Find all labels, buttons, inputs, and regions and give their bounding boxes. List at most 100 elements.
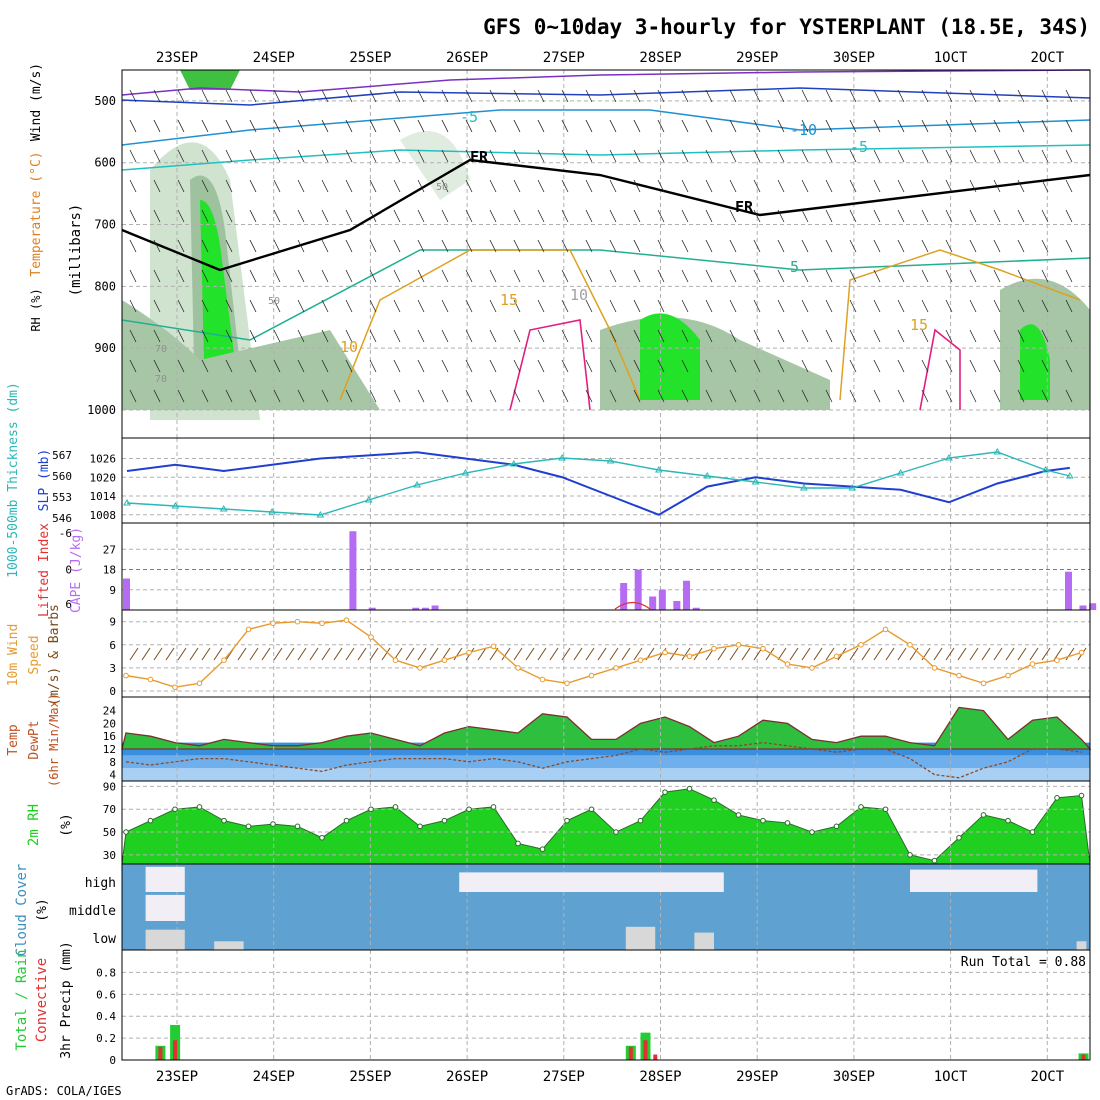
rh-shading <box>122 300 380 410</box>
wind-barb <box>201 329 209 343</box>
wind-barb <box>369 239 377 253</box>
cape-tick-label: 27 <box>103 543 116 556</box>
wind-barb <box>537 149 545 163</box>
contour-label: FR <box>470 148 489 166</box>
wind-barb <box>513 149 521 163</box>
wind-barb <box>225 179 233 193</box>
wind-barb <box>345 179 353 193</box>
thickness-marker <box>703 472 712 479</box>
wind-barb <box>393 209 401 223</box>
wind-barb <box>705 299 713 313</box>
rh-marker <box>392 804 399 810</box>
cloud-level-label: middle <box>69 904 116 919</box>
wind-barb <box>465 89 473 103</box>
wind-barb <box>129 359 137 373</box>
wind-barb-10m <box>981 647 991 661</box>
wind-barb <box>1065 269 1073 283</box>
wind-barb <box>1017 299 1025 313</box>
rh-tick-label: 30 <box>103 849 116 862</box>
wind-barb-10m <box>525 647 535 661</box>
wind-barb <box>321 149 329 163</box>
wind-barb-10m <box>729 647 739 661</box>
wind-barb <box>969 359 977 373</box>
wind-barb <box>1065 119 1073 133</box>
wind-barb <box>417 269 425 283</box>
precip-convective-bar <box>173 1040 178 1060</box>
wind-barb <box>705 329 713 343</box>
wind-barb <box>537 269 545 283</box>
wind-barb <box>225 149 233 163</box>
rh-marker <box>907 852 913 858</box>
temp-tick-label: 12 <box>103 743 116 756</box>
cloud-block <box>214 941 244 950</box>
temperature-contour <box>121 249 1091 341</box>
wind-barb <box>945 119 953 133</box>
wind-barb <box>249 269 257 283</box>
wind-barb <box>777 179 785 193</box>
cape-bar <box>349 531 357 610</box>
wind-barb <box>945 239 953 253</box>
wind-barb <box>465 239 473 253</box>
rh-marker <box>441 817 448 824</box>
wind-barb <box>945 209 953 223</box>
wind-barb <box>609 299 617 313</box>
temp-axis-title-3: (6hr Min/Max) <box>47 693 61 787</box>
wind-barb <box>681 149 689 163</box>
wind-speed-marker <box>221 657 227 664</box>
wind-barb <box>441 329 449 343</box>
wind-barb <box>561 179 569 193</box>
wind-speed-marker <box>980 680 987 687</box>
cloud-unit-title: (%) <box>35 898 50 921</box>
rh-marker <box>466 806 472 813</box>
precip-convective-bar <box>158 1046 163 1060</box>
dewpoint-band <box>122 755 1090 769</box>
wind-barb <box>681 269 689 283</box>
wind-barb-10m <box>237 647 247 661</box>
wind-barb <box>609 239 617 253</box>
wind-barb <box>945 269 953 283</box>
wind-barb <box>657 179 665 193</box>
li-tick-label: 6 <box>65 598 72 611</box>
wind-barb <box>537 89 545 103</box>
wind-barb <box>633 359 641 373</box>
cloud-block <box>145 929 185 950</box>
wind-barb-10m <box>201 647 211 661</box>
thickness-marker <box>848 484 857 491</box>
wind-speed-marker <box>1054 657 1060 664</box>
wind-barb-10m <box>429 647 439 661</box>
wind-speed-marker <box>833 653 840 660</box>
wind-barb-10m <box>1041 647 1051 661</box>
slp-tick-label: 1014 <box>90 490 117 503</box>
wind-barb <box>489 299 497 313</box>
cape-bar <box>658 589 666 610</box>
wind-barb <box>609 359 617 373</box>
wind-barb <box>753 239 761 253</box>
panel-frame <box>121 437 1091 524</box>
wind-barb <box>993 299 1001 313</box>
wind-barb <box>441 239 449 253</box>
wind-speed-marker <box>196 680 203 687</box>
wind-barb <box>873 179 881 193</box>
wind-barb <box>225 359 233 373</box>
wind-barb <box>297 119 305 133</box>
wind-speed-marker <box>760 645 766 652</box>
date-label-bottom: 25SEP <box>349 1069 391 1085</box>
wind-barb <box>465 359 473 373</box>
wind-barb <box>1041 89 1049 103</box>
rh-contour-label: 50 <box>268 296 280 307</box>
wind-barb <box>657 359 665 373</box>
wind-barb-10m <box>765 647 775 661</box>
wind-barb <box>513 269 521 283</box>
wind-barb-10m <box>861 647 871 661</box>
precip-panel: 0 0.2 0.4 0.6 0.8 Run Total = 0.88 Total / Rai… <box>14 941 1091 1067</box>
wind-barb <box>537 329 545 343</box>
wind-barb <box>1017 269 1025 283</box>
wind-barb <box>177 239 185 253</box>
cape-bar <box>431 605 439 610</box>
wind-barb <box>153 119 161 133</box>
wind-barb-10m <box>993 647 1003 661</box>
wind-speed-marker <box>735 642 742 648</box>
wind-barb <box>969 269 977 283</box>
wind-barb <box>681 329 689 343</box>
date-label-bottom: 30SEP <box>833 1069 875 1085</box>
